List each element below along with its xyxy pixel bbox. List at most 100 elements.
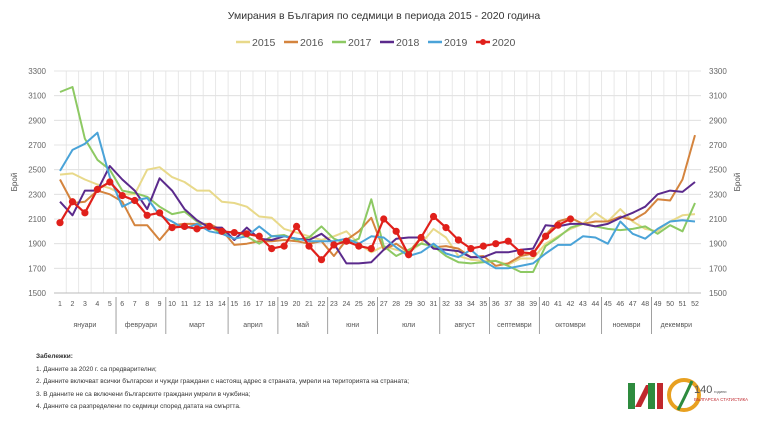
- x-tick-label: 10: [168, 301, 176, 308]
- month-label: януари: [74, 322, 97, 329]
- data-point-2020: [56, 219, 64, 227]
- y-tick-label: 1500: [28, 289, 46, 298]
- x-tick-label: 1: [58, 301, 62, 308]
- anniversary-number: 140: [694, 384, 712, 396]
- x-tick-label: 12: [193, 301, 201, 308]
- data-point-2020: [118, 191, 126, 200]
- note-item: 4. Данните са разпределени по седмици сп…: [36, 403, 241, 410]
- data-point-2020: [106, 178, 114, 186]
- x-tick-label: 19: [280, 301, 288, 308]
- x-tick-label: 46: [616, 301, 624, 308]
- data-point-2020: [517, 248, 525, 256]
- x-tick-label: 16: [243, 301, 251, 308]
- notes: Забележки: 1. Данните за 2020 г. са пред…: [36, 351, 409, 414]
- x-tick-label: 39: [529, 301, 537, 308]
- x-tick-label: 2: [70, 301, 74, 308]
- x-tick-label: 14: [218, 301, 226, 308]
- x-tick-label: 27: [380, 301, 388, 308]
- legend-label: 2018: [396, 37, 420, 49]
- data-point-2020: [454, 236, 463, 244]
- x-tick-label: 31: [430, 301, 438, 308]
- x-tick-label: 40: [542, 301, 550, 308]
- data-point-2020: [243, 230, 251, 238]
- y-tick-label: 3300: [28, 67, 46, 76]
- x-tick-label: 22: [318, 301, 326, 308]
- note-item: 1. Данните за 2020 г. са предварителни;: [36, 365, 157, 373]
- data-point-2020: [405, 251, 413, 259]
- legend-label: 2016: [300, 37, 324, 49]
- month-label: март: [189, 322, 205, 329]
- data-point-2020: [292, 222, 301, 230]
- x-tick-label: 4: [95, 301, 99, 308]
- x-tick-label: 11: [181, 301, 188, 308]
- month-label: февруари: [125, 322, 157, 329]
- x-tick-label: 47: [629, 301, 637, 308]
- x-tick-label: 37: [504, 301, 512, 308]
- data-point-2020: [442, 224, 450, 232]
- logos: 140 години БЪЛГАРСКА СТАТИСТИКА: [628, 378, 748, 412]
- x-tick-label: 28: [392, 301, 400, 308]
- data-point-2020: [330, 241, 338, 249]
- x-tick-label: 13: [206, 301, 214, 308]
- x-tick-label: 35: [479, 301, 487, 308]
- x-tick-label: 18: [268, 301, 276, 308]
- data-point-2020: [268, 245, 276, 253]
- x-tick-label: 3: [83, 301, 87, 308]
- x-tick-label: 20: [293, 301, 301, 308]
- y-tick-label: 2900: [28, 116, 46, 125]
- y-tick-label-right: 1500: [709, 289, 727, 298]
- x-tick-label: 26: [367, 301, 375, 308]
- nsi-logo: [628, 383, 663, 409]
- y-tick-label-right: 2500: [709, 166, 727, 175]
- x-tick-label: 44: [591, 301, 599, 308]
- x-tick-label: 32: [442, 301, 450, 308]
- x-tick-label: 38: [517, 301, 525, 308]
- data-point-2020: [305, 242, 313, 250]
- y-tick-label: 3100: [28, 92, 46, 101]
- legend-label: 2015: [252, 37, 276, 49]
- x-tick-label: 24: [342, 301, 350, 308]
- x-tick-label: 49: [654, 301, 662, 308]
- month-label: декември: [661, 322, 692, 329]
- note-item: 2. Данните включват всички български и ч…: [36, 378, 410, 385]
- x-tick-label: 9: [158, 301, 162, 308]
- anniversary-text: БЪЛГАРСКА СТАТИСТИКА: [694, 397, 748, 402]
- y-tick-label: 2500: [28, 166, 46, 175]
- x-tick-label: 41: [554, 301, 562, 308]
- data-point-2020: [541, 232, 550, 240]
- notes-heading: Забележки:: [36, 353, 73, 360]
- data-point-2020: [429, 212, 438, 221]
- month-label: май: [296, 321, 309, 329]
- data-point-2020: [529, 249, 537, 258]
- data-point-2020: [81, 209, 89, 217]
- x-tick-label: 7: [133, 301, 137, 308]
- data-point-2020: [180, 222, 189, 230]
- data-point-2020: [417, 233, 425, 242]
- x-tick-label: 30: [417, 301, 425, 308]
- data-point-2020: [131, 196, 139, 205]
- x-tick-label: 15: [230, 301, 238, 308]
- x-tick-label: 43: [579, 301, 587, 308]
- data-point-2020: [380, 215, 388, 223]
- data-point-2020: [504, 237, 512, 245]
- x-tick-label: 6: [120, 301, 124, 308]
- data-point-2020: [218, 227, 226, 235]
- data-point-2020: [156, 209, 164, 217]
- data-point-2020: [93, 185, 101, 193]
- x-tick-label: 51: [679, 301, 687, 308]
- y-tick-label-right: 3100: [709, 92, 727, 101]
- legend-marker: [480, 39, 486, 45]
- month-label: септември: [497, 322, 532, 329]
- data-point-2020: [367, 245, 375, 253]
- data-point-2020: [467, 245, 475, 253]
- y-tick-label: 1700: [28, 264, 46, 273]
- month-label: юли: [402, 322, 415, 329]
- x-tick-label: 8: [145, 301, 149, 308]
- x-tick-label: 50: [666, 301, 674, 308]
- x-tick-label: 42: [567, 301, 575, 308]
- anniversary-logo: 140 години БЪЛГАРСКА СТАТИСТИКА: [667, 378, 748, 412]
- data-point-2020: [193, 225, 201, 233]
- y-tick-label: 1900: [28, 240, 46, 249]
- data-point-2020: [479, 242, 487, 250]
- data-point-2020: [68, 198, 77, 206]
